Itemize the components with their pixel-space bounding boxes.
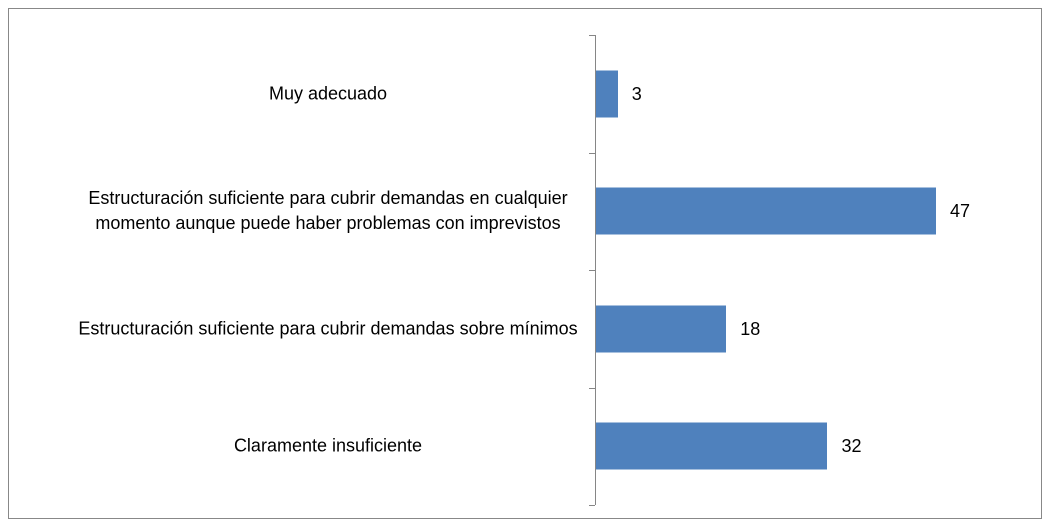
category-tick [589, 387, 595, 389]
data-label: 32 [841, 436, 862, 457]
bar [596, 187, 936, 235]
category-tick [589, 505, 595, 506]
data-label: 47 [950, 201, 971, 222]
bar [596, 70, 618, 118]
data-label: 18 [740, 318, 761, 339]
category-tick [589, 270, 595, 271]
category-label: Muy adecuado [268, 83, 388, 104]
category-label: Claramente insuficiente [233, 435, 423, 456]
chart-frame [8, 8, 1042, 519]
category-axis [595, 35, 596, 505]
category-label: Estructuración suficiente para cubrir de… [78, 318, 578, 339]
bar [596, 305, 727, 353]
category-tick [589, 35, 595, 36]
data-label: 3 [631, 83, 642, 104]
category-label: Estructuración suficiente para cubrir de… [88, 188, 568, 234]
category-tick [589, 152, 595, 154]
bar [596, 422, 828, 470]
